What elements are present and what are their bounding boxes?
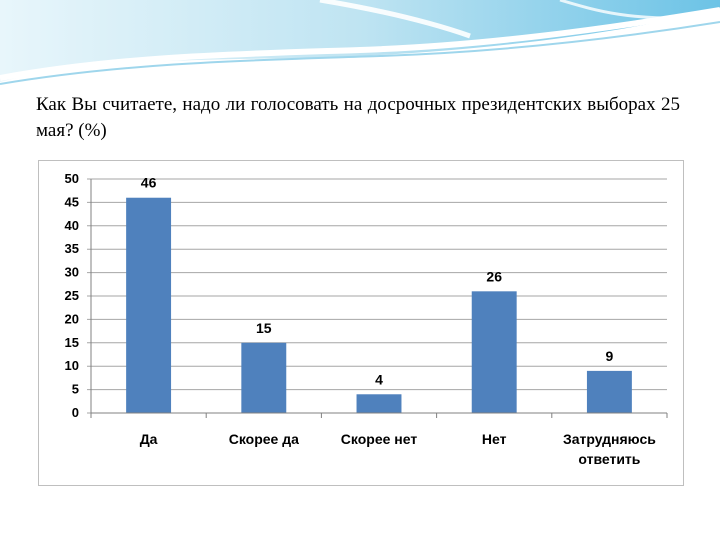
bar — [356, 394, 402, 413]
header-wave-decoration — [0, 0, 720, 85]
data-label: 9 — [606, 348, 614, 364]
y-tick-label: 40 — [65, 218, 79, 233]
x-category-label: Нет — [482, 431, 507, 447]
chart-bars — [126, 197, 632, 413]
y-tick-label: 10 — [65, 358, 79, 373]
bar — [586, 370, 632, 413]
x-category-label: ответить — [578, 451, 640, 467]
x-category-label: Скорее нет — [341, 431, 418, 447]
y-tick-label: 50 — [65, 171, 79, 186]
x-category-label: Скорее да — [229, 431, 299, 447]
bar — [241, 342, 287, 413]
y-tick-label: 25 — [65, 288, 79, 303]
y-tick-label: 45 — [65, 194, 79, 209]
bar — [126, 197, 172, 413]
chart-frame: 0 5 10 15 20 25 30 35 40 45 50 46 15 4 26 9 Да Скорее д… — [38, 160, 684, 486]
y-tick-label: 0 — [72, 405, 79, 420]
x-axis: Да Скорее да Скорее нет Нет Затрудняюсь ответ… — [90, 412, 668, 467]
data-labels: 46 15 4 26 9 — [141, 175, 614, 388]
data-label: 46 — [141, 175, 157, 191]
y-axis: 0 5 10 15 20 25 30 35 40 45 50 — [65, 171, 92, 420]
question-title: Как Вы считаете, надо ли голосовать на д… — [36, 94, 680, 141]
data-label: 26 — [486, 268, 502, 284]
y-tick-label: 35 — [65, 241, 79, 256]
data-label: 4 — [375, 371, 383, 387]
x-category-label: Да — [140, 431, 158, 447]
bar — [471, 291, 517, 413]
data-label: 15 — [256, 320, 272, 336]
x-category-label: Затрудняюсь — [563, 431, 656, 447]
y-tick-label: 20 — [65, 311, 79, 326]
y-tick-label: 5 — [72, 382, 79, 397]
y-tick-label: 30 — [65, 265, 79, 280]
y-tick-label: 15 — [65, 335, 79, 350]
chart-gridlines — [87, 178, 667, 414]
bar-chart: 0 5 10 15 20 25 30 35 40 45 50 46 15 4 26 9 Да Скорее д… — [65, 171, 668, 467]
